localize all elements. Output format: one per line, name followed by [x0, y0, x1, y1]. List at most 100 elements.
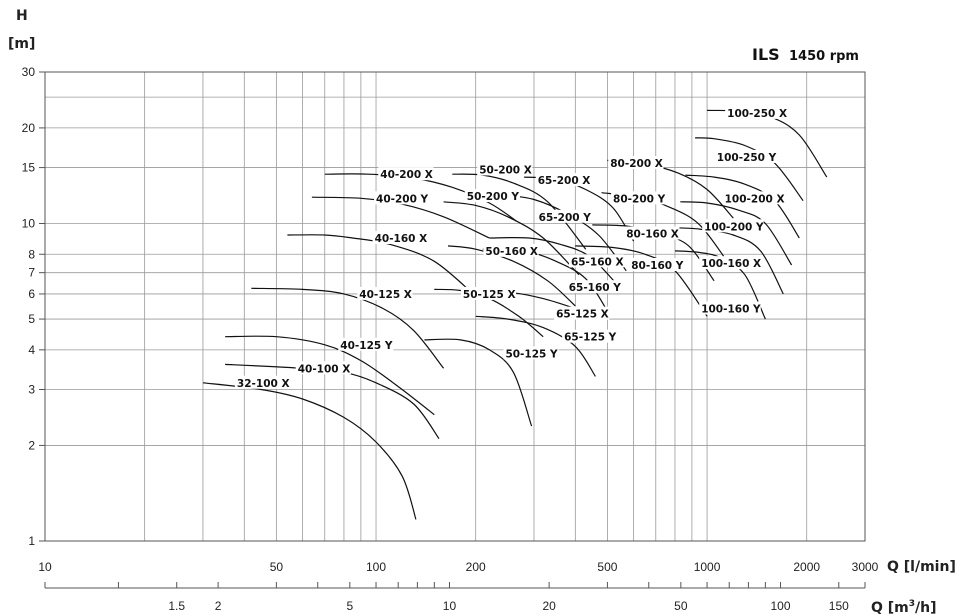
x-tick-label: 3000 [852, 560, 879, 574]
x2-axis-label-sup: 3 [909, 599, 915, 609]
curve-labels: 32-100 X 40-100 X 40-125 Y 40-125 X 40-160 X… [234, 105, 787, 390]
x-tick-label: 100 [366, 560, 386, 574]
curve-label-65-200-x: 65-200 X [538, 175, 591, 187]
curve-label-80-160-y: 80-160 Y [631, 260, 684, 272]
x-tick-label: 1000 [694, 560, 721, 574]
x2-tick-label: 1.5 [168, 599, 185, 613]
curve-label-65-160-y: 65-160 Y [569, 282, 622, 294]
x-tick-label: 10 [38, 560, 52, 574]
curve-label-65-125-y: 65-125 Y [564, 332, 617, 344]
curve-label-bg [503, 346, 559, 360]
x-axis-label: Q [l/min] [887, 559, 956, 575]
curve-label-100-160-y: 100-160 Y [701, 303, 761, 315]
curve-label-bg [722, 191, 785, 205]
y-tick-label: 4 [28, 343, 35, 357]
curve-label-bg [624, 226, 680, 240]
curve-label-bg [699, 256, 761, 270]
curve-label-bg [566, 280, 622, 294]
curve-label-50-160-x: 50-160 X [485, 246, 538, 258]
x2-tick-label: 50 [674, 599, 688, 613]
curve-label-50-125-x: 50-125 X [463, 289, 516, 301]
curve-label-100-160-x: 100-160 X [701, 258, 761, 270]
curve-label-bg [554, 306, 610, 320]
curve-label-50-125-y: 50-125 Y [505, 348, 558, 360]
x2-tick-label: 100 [770, 599, 790, 613]
curve-label-40-125-x: 40-125 X [359, 289, 412, 301]
x2-axis-label-tail: /h] [915, 600, 936, 616]
curve-50-160-x [447, 245, 576, 307]
x-tick-label: 2000 [793, 560, 820, 574]
curve-40-160-x [287, 234, 477, 297]
curve-label-65-125-x: 65-125 X [556, 309, 609, 321]
x-tick-label: 200 [466, 560, 486, 574]
x-tick-label: 50 [270, 560, 284, 574]
curve-label-80-200-x: 80-200 X [610, 158, 663, 170]
curve-label-40-100-x: 40-100 X [298, 363, 351, 375]
curve-label-65-200-y: 65-200 Y [539, 212, 592, 224]
curve-label-bg [372, 231, 428, 245]
y-tick-label: 20 [22, 121, 36, 135]
curve-label-bg [536, 209, 592, 223]
curve-65-125-y [475, 315, 596, 377]
y-tick-label: 7 [28, 266, 35, 280]
curve-label-100-200-y: 100-200 Y [704, 221, 764, 233]
x-tick-label: 500 [597, 560, 617, 574]
curve-label-bg [483, 243, 539, 257]
x2-tick-label: 10 [443, 599, 457, 613]
curve-label-bg [295, 361, 351, 375]
y-tick-label: 6 [28, 287, 35, 301]
curve-label-40-200-x: 40-200 X [380, 169, 433, 181]
x-ticks: 10 50 100 200 500 1000 2000 3000 [38, 560, 878, 574]
x2-tick-label: 150 [829, 599, 849, 613]
x2-tick-label: 5 [346, 599, 353, 613]
curve-32-100-x [202, 382, 417, 520]
y-axis-label: H [16, 8, 28, 24]
curve-40-200-x [324, 173, 517, 222]
y-tick-label: 15 [22, 161, 36, 175]
curve-label-bg [460, 286, 517, 300]
plot-frame [44, 71, 866, 542]
curve-100-200-x [685, 174, 800, 239]
curve-50-125-y [424, 338, 533, 427]
curve-label-100-200-x: 100-200 X [725, 193, 785, 205]
x2-tick-label: 2 [215, 599, 222, 613]
curve-label-bg [562, 329, 618, 343]
curve-label-bg [608, 156, 664, 170]
curve-label-bg [374, 191, 430, 205]
curve-40-125-y [225, 335, 435, 416]
curve-100-250-y [695, 137, 804, 202]
curve-label-bg [234, 375, 291, 389]
curve-label-100-250-x: 100-250 X [727, 108, 787, 120]
curve-label-bg [357, 286, 413, 300]
curve-label-32-100-x: 32-100 X [237, 378, 290, 390]
x2-axis-label-base: Q [m [871, 600, 909, 616]
y-tick-label: 10 [22, 216, 36, 230]
y-tick-label: 30 [22, 65, 36, 79]
curve-label-bg [378, 167, 434, 181]
curve-label-bg [725, 105, 787, 119]
y-tick-label: 8 [28, 247, 35, 261]
y-axis-unit: [m] [8, 36, 35, 52]
x2-axis: 1.5 2 5 10 20 50 100 150 [44, 582, 866, 613]
y-tick-label: 1 [28, 534, 35, 548]
y-tick-label: 5 [28, 312, 35, 326]
curve-label-40-200-y: 40-200 Y [376, 193, 429, 205]
curve-label-bg [629, 258, 685, 272]
curve-100-200-y [680, 201, 793, 266]
y-ticks: 1 2 3 4 5 6 7 8 10 15 20 30 [22, 65, 45, 548]
curve-40-100-x [225, 363, 440, 440]
curve-label-40-125-y: 40-125 Y [340, 340, 393, 352]
curve-label-bg [611, 191, 667, 205]
curve-label-80-200-y: 80-200 Y [613, 193, 666, 205]
curve-label-bg [477, 162, 533, 176]
curve-label-bg [464, 189, 520, 203]
curve-label-100-250-y: 100-250 Y [717, 152, 777, 164]
curve-label-65-160-x: 65-160 X [571, 256, 624, 268]
x2-tick-label: 20 [542, 599, 556, 613]
curve-label-bg [699, 301, 761, 315]
chart-title: ILS [752, 45, 780, 64]
curve-label-bg [702, 219, 764, 233]
y-tick-label: 3 [28, 383, 35, 397]
chart-subtitle: 1450 rpm [789, 49, 859, 64]
